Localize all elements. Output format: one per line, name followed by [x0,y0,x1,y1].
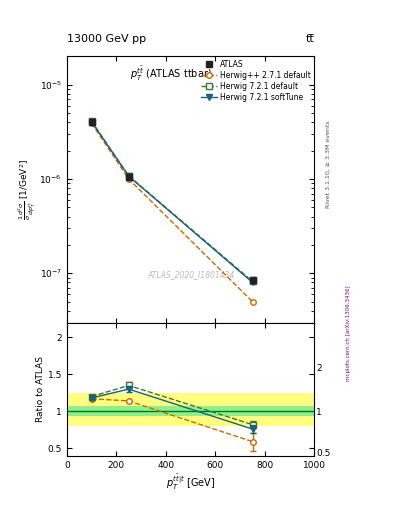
Text: $p_T^{t\bar{t}}$ (ATLAS ttbar): $p_T^{t\bar{t}}$ (ATLAS ttbar) [130,65,212,82]
Bar [67,393,314,426]
Text: 13000 GeV pp: 13000 GeV pp [67,33,146,44]
Text: Rivet 3.1.10, ≥ 3.3M events: Rivet 3.1.10, ≥ 3.3M events [326,120,331,208]
Y-axis label: $\frac{1}{\sigma}\frac{d^2\sigma}{dp_T^{t\bar{t}}}$ $[1/\mathrm{GeV}^2]$: $\frac{1}{\sigma}\frac{d^2\sigma}{dp_T^{… [17,159,38,220]
Text: 2: 2 [316,364,322,373]
X-axis label: $p^{t\bar{t}|t}_{T}$ [GeV]: $p^{t\bar{t}|t}_{T}$ [GeV] [166,472,215,492]
Text: tt̅: tt̅ [306,33,314,44]
Text: ATLAS_2020_I1801434: ATLAS_2020_I1801434 [147,270,234,279]
Legend: ATLAS, Herwig++ 2.7.1 default, Herwig 7.2.1 default, Herwig 7.2.1 softTune: ATLAS, Herwig++ 2.7.1 default, Herwig 7.… [200,58,312,103]
Text: 0.5: 0.5 [316,449,331,458]
Text: 1: 1 [316,408,322,417]
Y-axis label: Ratio to ATLAS: Ratio to ATLAS [36,356,45,422]
Bar [67,406,314,416]
Text: mcplots.cern.ch [arXiv:1306.3436]: mcplots.cern.ch [arXiv:1306.3436] [346,285,351,380]
